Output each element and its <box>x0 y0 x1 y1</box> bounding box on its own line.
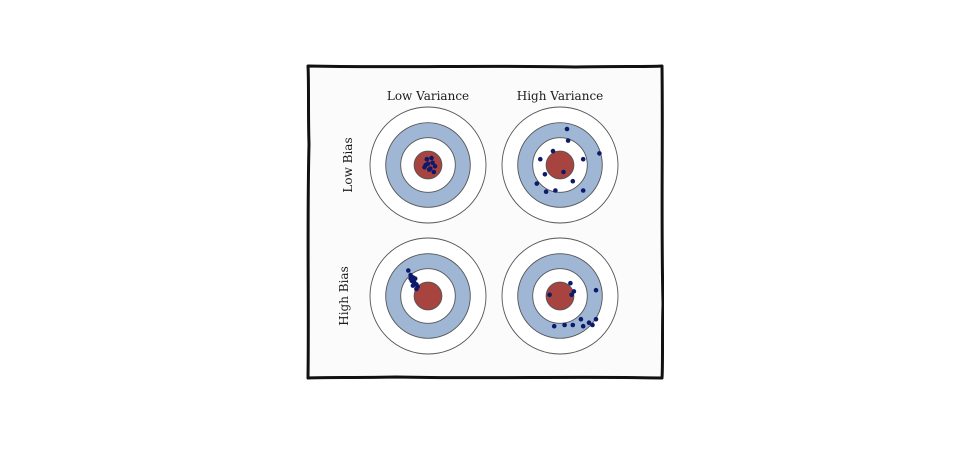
shot-dot <box>593 316 599 322</box>
bullseye <box>413 281 443 311</box>
shot-dot <box>580 323 586 329</box>
shot-dot <box>424 156 430 162</box>
shot-dot <box>547 292 552 298</box>
shot-dot <box>561 169 566 175</box>
target-high-bias-high-variance <box>501 237 619 355</box>
shot-dot <box>422 165 427 170</box>
shot-dot <box>406 268 411 273</box>
shot-dot <box>430 160 435 165</box>
shot-dot <box>551 323 557 329</box>
shot-dot <box>542 172 548 177</box>
bullseye <box>545 281 575 311</box>
shot-dot <box>565 138 571 143</box>
shot-dot <box>590 322 595 328</box>
shot-dot <box>586 320 592 326</box>
shot-dot <box>569 292 574 298</box>
shot-dot <box>570 322 576 328</box>
shot-dot <box>580 156 586 162</box>
target-grid <box>369 106 619 355</box>
target-low-bias-low-variance <box>369 106 487 224</box>
shot-dot <box>568 280 573 286</box>
shot-dot <box>570 178 576 184</box>
target-low-bias-high-variance <box>501 106 619 224</box>
shot-dot <box>431 169 437 175</box>
diagram-frame: Low Variance High Variance Low Bias High… <box>306 64 664 380</box>
shot-dot <box>553 188 558 193</box>
shot-dot <box>597 151 602 156</box>
target-high-bias-low-variance <box>369 237 487 355</box>
shot-dot <box>578 316 584 322</box>
shot-dot <box>543 189 549 194</box>
shot-dot <box>408 276 413 281</box>
col-label-low-variance: Low Variance <box>386 89 470 103</box>
shot-dot <box>414 286 419 292</box>
shot-dot <box>564 126 570 132</box>
shot-dot <box>429 155 434 161</box>
shot-dot <box>412 276 418 281</box>
shot-dot <box>534 181 540 186</box>
shot-dot <box>580 188 586 193</box>
shot-dot <box>593 287 599 293</box>
shot-dot <box>432 163 438 169</box>
shot-dot <box>426 167 432 172</box>
shot-dot <box>571 289 577 294</box>
shot-dot <box>550 148 556 154</box>
shot-dot <box>562 322 567 328</box>
shot-dot <box>410 283 416 288</box>
bullseye <box>545 150 575 180</box>
col-label-high-variance: High Variance <box>516 89 604 103</box>
shot-dot <box>538 156 543 162</box>
